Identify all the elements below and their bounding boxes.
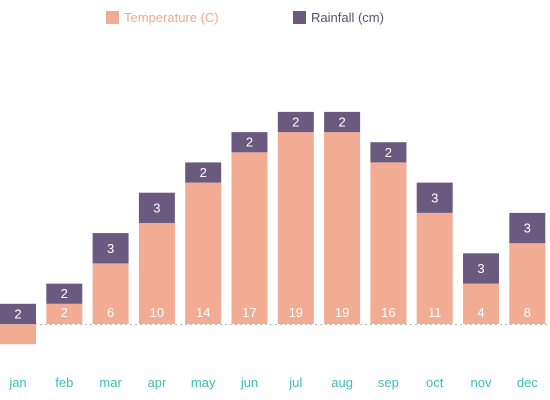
x-tick-label: may bbox=[191, 375, 216, 390]
bar-temperature bbox=[277, 132, 314, 324]
x-tick-label: jan bbox=[8, 375, 26, 390]
data-label-temperature: 4 bbox=[477, 305, 484, 320]
bar-temperature bbox=[46, 303, 83, 324]
legend-label-temperature: Temperature (C) bbox=[124, 9, 219, 25]
data-label-temperature: 19 bbox=[335, 305, 349, 320]
bar-rainfall bbox=[277, 111, 314, 133]
bar-rainfall bbox=[324, 111, 361, 133]
data-label-temperature: 14 bbox=[196, 305, 210, 320]
legend-swatch-temperature bbox=[106, 10, 119, 24]
bar-rainfall bbox=[0, 303, 36, 324]
data-label-rainfall: 2 bbox=[338, 115, 345, 130]
bar-rainfall bbox=[509, 212, 546, 244]
bar-temperature bbox=[370, 162, 407, 324]
data-label-rainfall: 2 bbox=[246, 135, 253, 150]
data-label-temperature: -2 bbox=[12, 347, 24, 362]
x-tick-label: jun bbox=[240, 375, 258, 390]
data-label-rainfall: 3 bbox=[477, 261, 484, 276]
bar-rainfall bbox=[231, 132, 268, 153]
data-label-rainfall: 3 bbox=[524, 221, 531, 236]
data-label-temperature: 17 bbox=[242, 305, 256, 320]
x-tick-label: apr bbox=[148, 375, 167, 390]
data-label-rainfall: 3 bbox=[431, 190, 438, 205]
data-label-temperature: 16 bbox=[381, 305, 395, 320]
bar-rainfall bbox=[463, 253, 499, 284]
bar-temperature bbox=[324, 132, 361, 324]
data-label-rainfall: 3 bbox=[153, 200, 160, 215]
bar-temperature bbox=[138, 223, 175, 324]
data-label-rainfall: 2 bbox=[200, 165, 207, 180]
bar-temperature bbox=[416, 212, 453, 324]
legend-item-rainfall[interactable]: Rainfall (cm) bbox=[293, 7, 384, 27]
legend-item-temperature[interactable]: Temperature (C) bbox=[106, 7, 219, 27]
bar-rainfall bbox=[46, 283, 83, 304]
legend-swatch-rainfall bbox=[293, 10, 306, 24]
bar-rainfall bbox=[185, 162, 222, 183]
x-tick-label: dec bbox=[517, 375, 538, 390]
bar-rainfall bbox=[416, 182, 453, 213]
data-label-temperature: 2 bbox=[61, 305, 68, 320]
x-tick-label: feb bbox=[55, 375, 73, 390]
bar-rainfall bbox=[370, 142, 407, 163]
legend-label-rainfall: Rainfall (cm) bbox=[311, 9, 384, 25]
bar-temperature bbox=[0, 324, 36, 345]
x-tick-label: sep bbox=[378, 375, 399, 390]
bar-temperature bbox=[185, 182, 222, 324]
bar-temperature bbox=[509, 243, 546, 324]
bar-rainfall bbox=[138, 192, 175, 223]
bar-temperature bbox=[231, 152, 268, 324]
x-tick-label: jul bbox=[288, 375, 302, 390]
data-label-temperature: 11 bbox=[428, 305, 442, 320]
data-label-temperature: 6 bbox=[107, 305, 114, 320]
data-label-rainfall: 2 bbox=[292, 115, 299, 130]
data-label-rainfall: 2 bbox=[385, 145, 392, 160]
x-tick-label: oct bbox=[426, 375, 444, 390]
bar-temperature bbox=[92, 263, 129, 324]
data-label-rainfall: 2 bbox=[61, 286, 68, 301]
data-label-temperature: 19 bbox=[289, 305, 303, 320]
data-label-temperature: 8 bbox=[524, 305, 531, 320]
x-tick-label: nov bbox=[471, 375, 492, 390]
data-label-rainfall: 2 bbox=[14, 306, 21, 321]
data-label-rainfall: 3 bbox=[107, 241, 114, 256]
data-label-temperature: 10 bbox=[150, 305, 164, 320]
x-tick-label: mar bbox=[99, 375, 122, 390]
bar-temperature bbox=[463, 283, 499, 324]
bar-rainfall bbox=[92, 233, 129, 264]
x-tick-label: aug bbox=[331, 375, 353, 390]
